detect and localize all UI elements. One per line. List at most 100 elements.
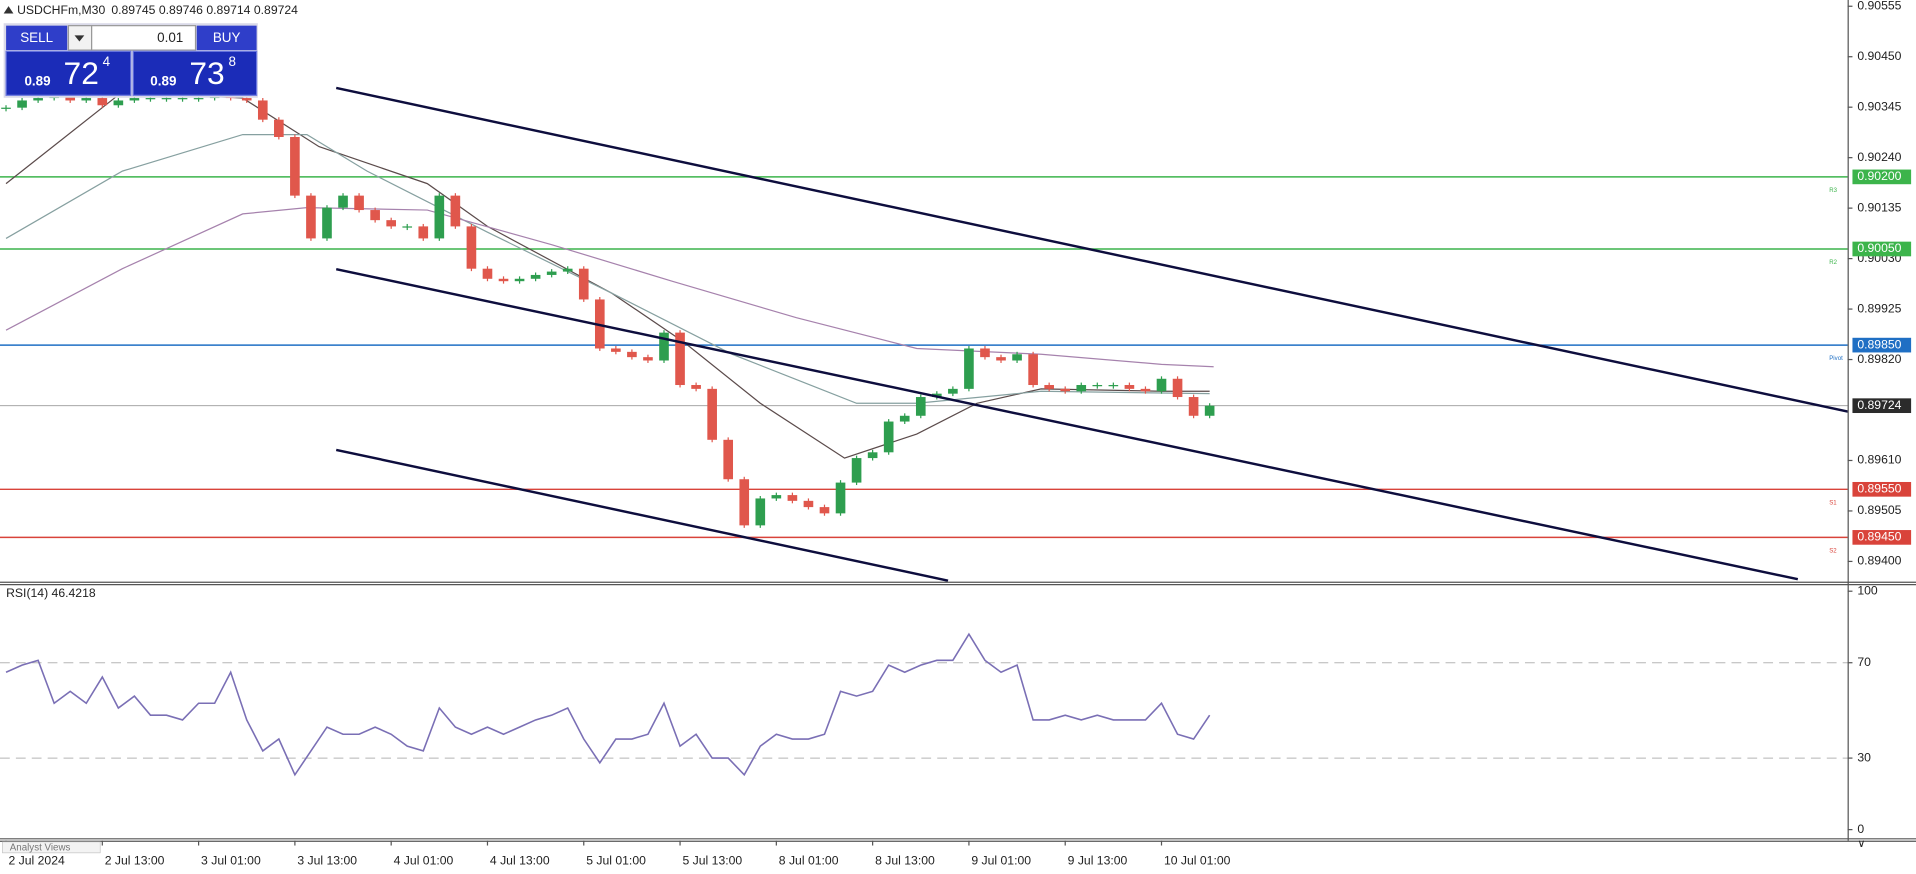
candle-body [771, 495, 782, 499]
candle-body [466, 226, 477, 269]
level-price-box [1852, 481, 1912, 497]
y-tick-label: 0.90135 [1857, 200, 1901, 214]
trend-channel-line [335, 86, 1848, 413]
candle-body [322, 207, 332, 239]
x-tick-label: 3 Jul 01:00 [201, 854, 261, 868]
x-tick-label: 9 Jul 13:00 [1068, 854, 1128, 868]
candle-body [290, 136, 300, 196]
ask-big: 73 [189, 55, 224, 91]
moving-average [5, 207, 1214, 368]
candle-body [241, 98, 252, 101]
rsi-title: RSI(14) 46.4218 [6, 586, 96, 600]
x-tick-label: 4 Jul 01:00 [394, 854, 454, 868]
arrow-icon [74, 35, 85, 42]
level-price-box [1852, 241, 1912, 257]
y-tick-label: 0.89610 [1857, 453, 1901, 467]
level-price-box [1852, 530, 1912, 545]
buy-button[interactable] [196, 25, 257, 51]
candle-body [129, 98, 140, 101]
candle-body [1204, 405, 1215, 416]
candle-body [611, 348, 621, 352]
scroll-marker: ∨ [1857, 838, 1865, 850]
candle-body [1028, 354, 1038, 386]
x-tick-label: 5 Jul 13:00 [682, 854, 742, 868]
candle-body [177, 98, 188, 100]
level-price-box [1852, 169, 1912, 185]
candle-body [1108, 385, 1119, 387]
level-price-label: 0.89450 [1857, 530, 1901, 544]
x-tick-label: 2 Jul 13:00 [105, 854, 165, 868]
y-tick-label: 0 [1857, 822, 1864, 836]
x-tick-label: 10 Jul 01:00 [1164, 854, 1231, 868]
candle-body [306, 195, 316, 239]
trend-channel-line [335, 448, 949, 582]
candle-body [1140, 388, 1151, 392]
x-tick-label: 5 Jul 01:00 [586, 854, 646, 868]
collapse-icon[interactable] [3, 6, 14, 14]
sell-button[interactable] [6, 25, 68, 51]
candle-body [33, 98, 43, 101]
ohlc-quote: 0.89745 0.89746 0.89714 0.89724 [111, 3, 298, 17]
symbol: USDCHFm,M30 [17, 3, 105, 17]
candle-body [803, 500, 814, 508]
level-price-box [1852, 337, 1912, 353]
candle-body [338, 195, 348, 208]
candle-body [707, 388, 717, 440]
analyst-views-tab[interactable] [2, 841, 101, 854]
candle-body [1044, 385, 1054, 389]
candle-body [1172, 378, 1183, 398]
candle-body [1188, 397, 1199, 416]
bid-box[interactable] [5, 50, 132, 96]
level-price-label: 0.89550 [1857, 482, 1901, 496]
candle-body [418, 226, 429, 239]
candle-body [578, 268, 589, 300]
candle-body [964, 348, 974, 389]
y-tick-label: 0.90240 [1857, 150, 1901, 164]
trend-channel-line [335, 267, 1799, 581]
candle-body [948, 388, 958, 394]
candle-body [193, 98, 204, 100]
bid-big: 72 [64, 55, 99, 91]
y-tick-label: 0.90345 [1857, 99, 1901, 113]
candle-body [675, 332, 685, 386]
rsi-line [5, 632, 1211, 777]
y-tick-label: 0.89505 [1857, 503, 1901, 517]
bid-small: 4 [103, 54, 111, 69]
y-tick-label: 0.89400 [1857, 554, 1901, 568]
candle-body [883, 421, 894, 453]
level-price-label: 0.89850 [1857, 337, 1901, 351]
moving-average [5, 133, 1210, 404]
candle-body [546, 271, 557, 275]
candle-body [659, 332, 669, 361]
ask-small: 8 [229, 54, 236, 69]
candle-body [627, 351, 637, 358]
chart-header: USDCHFm,M30 0.89745 0.89746 0.89714 0.897… [17, 3, 298, 17]
x-tick-label: 9 Jul 01:00 [971, 854, 1031, 868]
candle-body [643, 357, 653, 361]
level-name: R2 [1829, 259, 1837, 266]
ask-box[interactable] [132, 50, 258, 96]
candle-body [498, 278, 509, 282]
current-price-label: 0.89724 [1857, 398, 1901, 412]
candle-body [562, 268, 573, 272]
candle-body [65, 95, 76, 101]
x-tick-label: 8 Jul 01:00 [779, 854, 839, 868]
candle-body [514, 278, 525, 282]
lot-input[interactable] [91, 25, 197, 51]
level-price-label: 0.90200 [1857, 169, 1901, 183]
x-tick-label: 8 Jul 13:00 [875, 854, 935, 868]
bid-prefix: 0.89 [24, 73, 50, 88]
current-price-box [1852, 398, 1912, 414]
candle-body [81, 98, 92, 101]
candle-body [113, 100, 124, 106]
trade-panel: SELL 0.01 BUY 0.89 72 4 0.89 73 8 [3, 23, 258, 98]
y-tick-label: 100 [1857, 583, 1878, 597]
candle-body [482, 268, 493, 279]
candle-body [1060, 388, 1071, 392]
front-layer: 0.90555 0.90450 0.90345 0.90240 0.90135 0.900… [5, 0, 1912, 868]
level-price-label: 0.90050 [1857, 241, 1901, 255]
y-tick-label: 0.90450 [1857, 49, 1901, 63]
